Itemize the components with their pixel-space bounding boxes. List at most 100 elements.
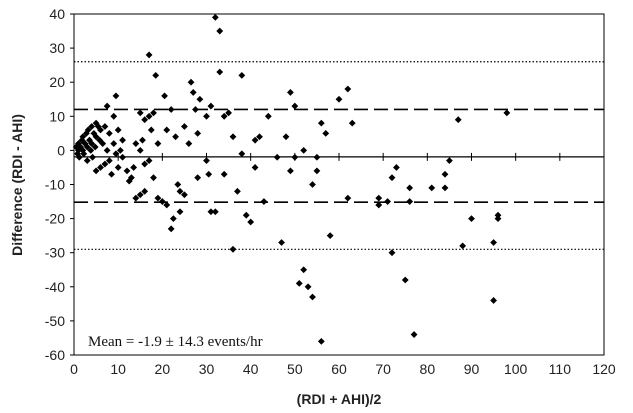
data-point — [176, 187, 184, 195]
data-point — [97, 164, 104, 171]
data-point — [79, 133, 87, 141]
plot-frame — [73, 13, 605, 356]
data-point — [313, 167, 321, 175]
data-point — [167, 106, 175, 113]
x-tick-label: 30 — [199, 361, 215, 377]
y-tick-label: 10 — [49, 108, 65, 124]
data-point — [207, 102, 215, 110]
data-point — [273, 153, 281, 161]
data-point — [94, 123, 102, 130]
data-point — [194, 174, 202, 182]
data-point — [393, 164, 400, 171]
data-point — [145, 51, 153, 59]
data-point — [83, 157, 91, 165]
data-point — [169, 215, 177, 222]
x-tick-label: 80 — [420, 361, 436, 377]
data-point — [335, 95, 343, 103]
data-point — [229, 245, 237, 253]
data-point — [282, 133, 290, 141]
data-point — [96, 136, 104, 144]
data-point — [406, 184, 414, 192]
data-point — [220, 112, 228, 120]
y-axis-ticks: -60 -50 -40 -30 -20 -10 0 10 20 30 40 — [45, 6, 74, 363]
data-point — [490, 239, 497, 246]
data-point — [317, 337, 325, 345]
data-point — [145, 112, 153, 120]
data-point — [287, 89, 294, 96]
data-point — [154, 194, 162, 202]
data-point — [123, 167, 131, 175]
data-point — [256, 133, 263, 141]
data-point — [291, 102, 299, 110]
data-point — [145, 157, 153, 165]
data-point — [322, 129, 330, 137]
data-point — [89, 153, 96, 161]
data-point — [99, 140, 107, 147]
data-point — [494, 211, 502, 219]
data-point — [114, 126, 122, 134]
data-point — [152, 71, 160, 79]
data-point — [86, 136, 93, 144]
x-tick-label: 110 — [549, 361, 572, 377]
data-point — [101, 123, 109, 130]
data-point — [428, 184, 436, 192]
data-point — [375, 194, 383, 202]
data-point — [158, 198, 166, 205]
data-point — [116, 147, 124, 154]
data-point — [136, 109, 144, 117]
data-point — [150, 109, 157, 117]
data-point — [88, 123, 96, 130]
data-point — [147, 126, 155, 134]
data-point — [410, 331, 418, 338]
y-tick-label: -30 — [45, 245, 65, 261]
x-axis-ticks: 0 10 20 30 40 50 60 70 80 90 100 110 120 — [70, 152, 616, 377]
data-point — [238, 71, 246, 79]
data-point — [196, 95, 204, 103]
data-point — [84, 126, 92, 134]
data-point — [141, 187, 149, 195]
x-tick-label: 120 — [592, 361, 616, 377]
data-point — [130, 164, 138, 171]
data-point — [401, 276, 409, 284]
data-point — [229, 133, 237, 141]
data-point — [112, 150, 120, 158]
data-point — [88, 140, 96, 147]
data-point — [150, 174, 157, 182]
x-tick-label: 40 — [243, 361, 259, 377]
x-tick-label: 0 — [70, 361, 78, 377]
data-point — [172, 133, 179, 141]
data-point — [211, 208, 219, 216]
data-point — [490, 297, 497, 304]
data-point — [459, 242, 467, 250]
data-point — [216, 68, 224, 76]
y-tick-label: 30 — [49, 40, 65, 56]
data-point — [110, 140, 118, 147]
x-tick-label: 20 — [155, 361, 171, 377]
y-tick-label: -40 — [45, 279, 65, 295]
data-point — [300, 266, 308, 274]
data-point — [181, 123, 188, 130]
data-point — [125, 177, 133, 185]
data-point — [225, 109, 232, 117]
data-point — [309, 181, 316, 188]
data-point — [74, 150, 81, 158]
data-point — [87, 147, 95, 154]
data-point — [247, 218, 255, 226]
data-point — [287, 167, 294, 175]
data-point — [207, 208, 215, 216]
data-point — [220, 170, 228, 178]
data-point — [503, 109, 511, 117]
data-point — [211, 14, 219, 21]
y-tick-label: 40 — [49, 6, 65, 22]
data-point — [136, 147, 144, 154]
data-point — [192, 106, 199, 113]
y-tick-label: -50 — [45, 313, 65, 329]
y-tick-label: -10 — [45, 177, 65, 193]
data-point — [181, 191, 188, 199]
data-point — [446, 157, 453, 165]
data-point — [309, 293, 316, 301]
data-point — [114, 164, 122, 171]
x-tick-label: 100 — [504, 361, 528, 377]
y-tick-label: -20 — [45, 211, 65, 227]
x-tick-label: 50 — [287, 361, 303, 377]
